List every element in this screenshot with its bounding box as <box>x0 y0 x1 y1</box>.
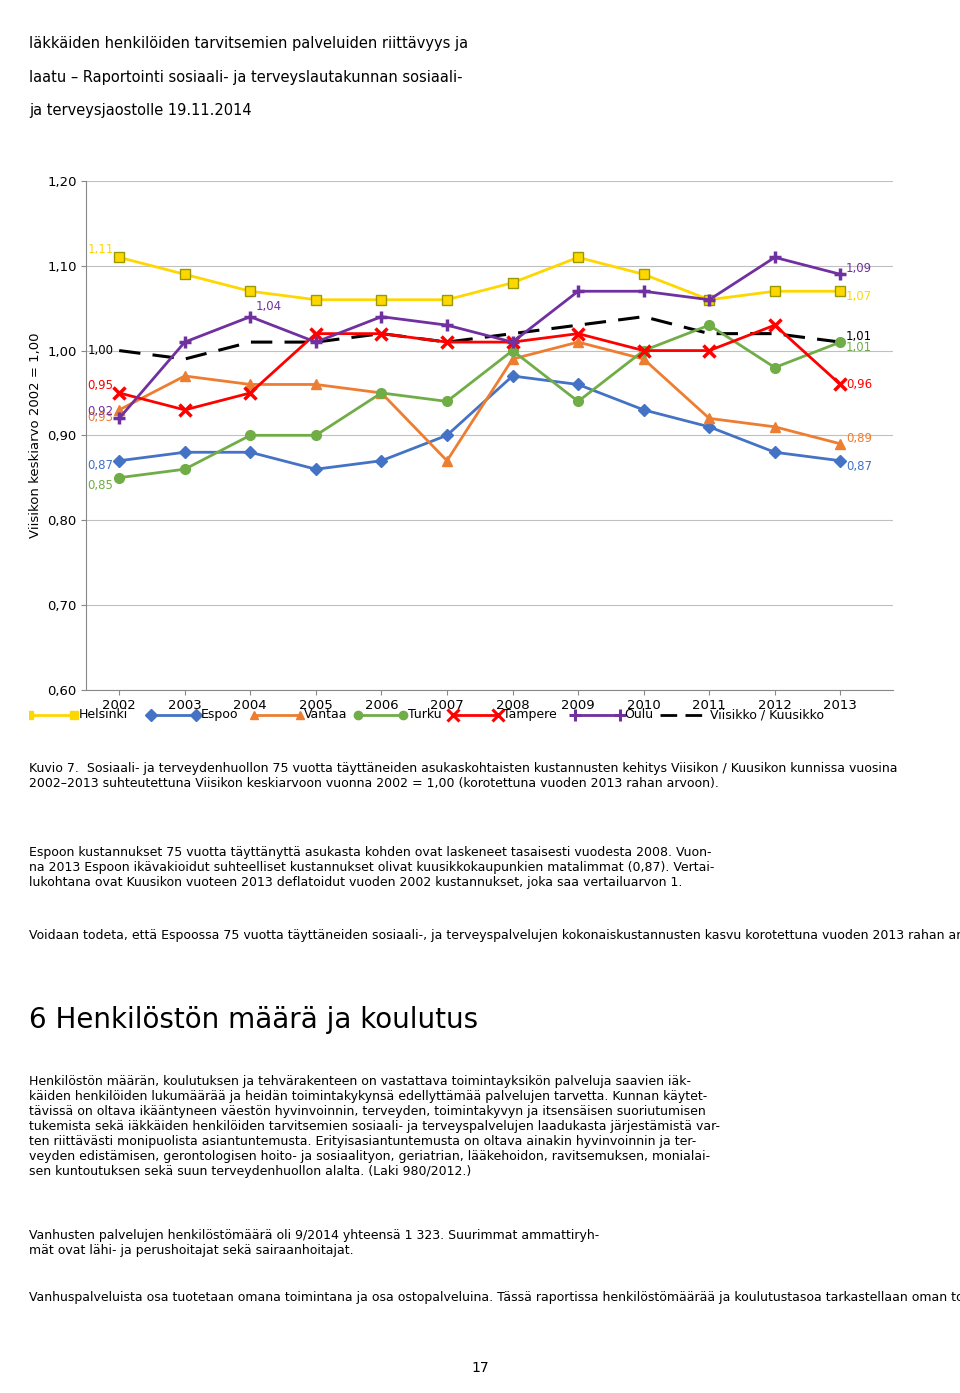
Text: 1,07: 1,07 <box>846 290 872 304</box>
Text: Vanhusten palvelujen henkilöstömäärä oli 9/2014 yhteensä 1 323. Suurimmat ammatt: Vanhusten palvelujen henkilöstömäärä oli… <box>29 1229 599 1256</box>
Text: 0,96: 0,96 <box>846 378 872 391</box>
Text: 0,95: 0,95 <box>87 379 113 391</box>
Text: Espoo: Espoo <box>201 708 238 722</box>
Text: laatu – Raportointi sosiaali- ja terveyslautakunnan sosiaali-: laatu – Raportointi sosiaali- ja terveys… <box>29 70 463 85</box>
Y-axis label: Viisikon keskiarvo 2002 = 1,00: Viisikon keskiarvo 2002 = 1,00 <box>29 333 41 538</box>
Text: Tampere: Tampere <box>503 708 556 722</box>
Text: 1,09: 1,09 <box>846 262 872 276</box>
Text: 0,89: 0,89 <box>846 432 872 444</box>
Text: Turku: Turku <box>408 708 442 722</box>
Text: Espoon kustannukset 75 vuotta täyttänyttä asukasta kohden ovat laskeneet tasaise: Espoon kustannukset 75 vuotta täyttänytt… <box>29 846 714 889</box>
Text: 1,11: 1,11 <box>87 242 113 256</box>
Text: Helsinki: Helsinki <box>79 708 128 722</box>
Text: Viisikko / Kuusikko: Viisikko / Kuusikko <box>710 708 824 722</box>
Text: Henkilöstön määrän, koulutuksen ja tehvärakenteen on vastattava toimintayksikön : Henkilöstön määrän, koulutuksen ja tehvä… <box>29 1075 720 1178</box>
Text: Vanhuspalveluista osa tuotetaan omana toimintana ja osa ostopalveluina. Tässä ra: Vanhuspalveluista osa tuotetaan omana to… <box>29 1291 960 1304</box>
Text: 0,92: 0,92 <box>87 405 113 418</box>
Text: 0,93: 0,93 <box>87 411 113 425</box>
Text: Vantaa: Vantaa <box>304 708 348 722</box>
Text: 17: 17 <box>471 1361 489 1375</box>
Text: 0,87: 0,87 <box>846 460 872 472</box>
Text: 0,85: 0,85 <box>87 479 113 492</box>
Text: 1,00: 1,00 <box>87 344 113 357</box>
Text: 1,01: 1,01 <box>846 330 872 343</box>
Text: ja terveysjaostolle 19.11.2014: ja terveysjaostolle 19.11.2014 <box>29 103 252 118</box>
Text: 6 Henkilöstön määrä ja koulutus: 6 Henkilöstön määrä ja koulutus <box>29 1006 478 1034</box>
Text: Kuvio 7.  Sosiaali- ja terveydenhuollon 75 vuotta täyttäneiden asukaskohtaisten : Kuvio 7. Sosiaali- ja terveydenhuollon 7… <box>29 762 898 790</box>
Text: Oulu: Oulu <box>624 708 654 722</box>
Text: Voidaan todeta, että Espoossa 75 vuotta täyttäneiden sosiaali-, ja terveyspalvel: Voidaan todeta, että Espoossa 75 vuotta … <box>29 929 960 942</box>
Text: 0,87: 0,87 <box>87 460 113 472</box>
Text: 1,01: 1,01 <box>846 341 872 354</box>
Text: Iäkkäiden henkilöiden tarvitsemien palveluiden riittävyys ja: Iäkkäiden henkilöiden tarvitsemien palve… <box>29 36 468 52</box>
Text: 1,04: 1,04 <box>256 299 282 312</box>
